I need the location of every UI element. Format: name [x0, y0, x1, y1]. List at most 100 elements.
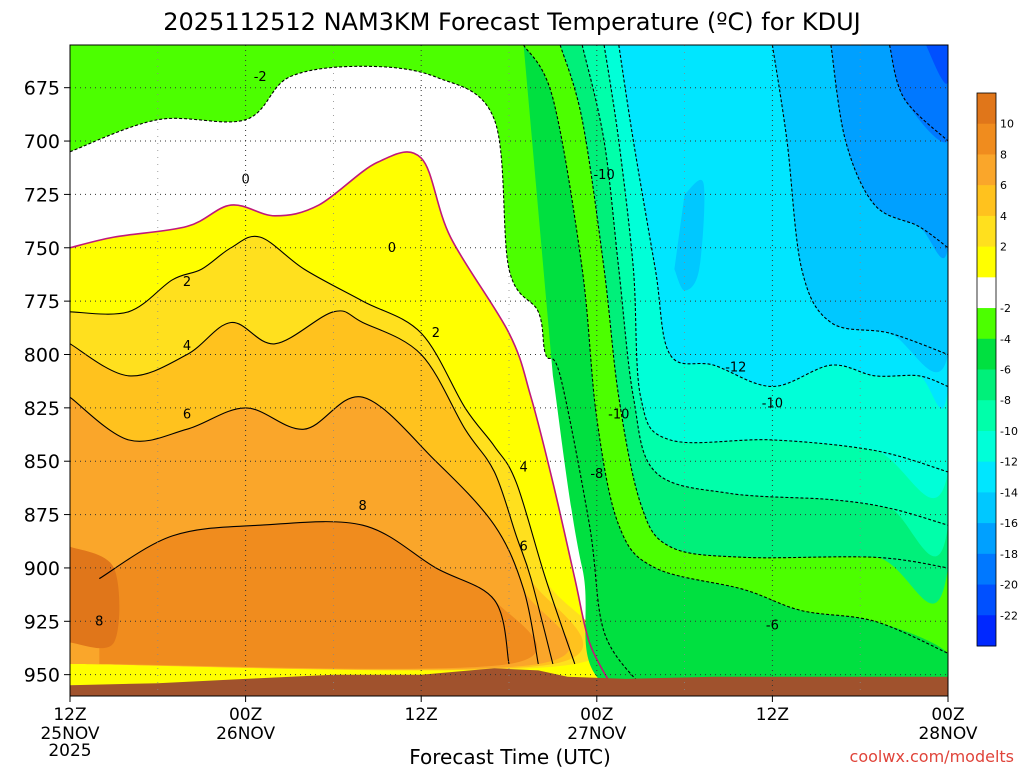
isotherm-line — [70, 65, 642, 686]
colorbar-label: -12 — [1000, 456, 1018, 469]
colorbar-swatch — [977, 584, 996, 616]
x-tick-label: 00Z — [229, 705, 262, 725]
isotherm-line — [771, 45, 948, 356]
contour-label: 6 — [183, 407, 191, 422]
colorbar-label: -20 — [1000, 579, 1018, 592]
x-axis-label: Forecast Time (UTC) — [409, 745, 611, 768]
colorbar-label: -6 — [1000, 364, 1011, 377]
colorbar-label: 4 — [1000, 210, 1007, 223]
y-tick-label: 725 — [24, 184, 60, 206]
contour-label: 2 — [432, 326, 440, 341]
isotherm-line — [70, 310, 554, 665]
colorbar-label: 6 — [1000, 179, 1007, 192]
contour-label: -10 — [762, 397, 783, 412]
colorbar-swatch — [977, 93, 996, 125]
isotherm-line — [581, 45, 948, 526]
contour-label: -10 — [593, 168, 614, 183]
temp-region — [99, 521, 538, 669]
contour-label: -10 — [608, 407, 629, 422]
y-tick-label: 675 — [24, 78, 60, 100]
colorbar-label: -10 — [1000, 425, 1018, 438]
colorbar-swatch — [977, 369, 996, 401]
x-tick-year: 2025 — [48, 741, 91, 761]
colorbar-swatch — [977, 615, 996, 647]
contour-label: -12 — [725, 360, 746, 375]
colorbar-label: -22 — [1000, 609, 1018, 622]
colorbar-swatch — [977, 492, 996, 524]
colorbar-label: 8 — [1000, 148, 1007, 161]
y-tick-label: 925 — [24, 611, 60, 633]
isotherm-line — [559, 45, 948, 569]
x-tick-date: 28NOV — [918, 724, 977, 744]
temp-region — [889, 45, 948, 143]
plot-frame — [69, 44, 949, 697]
contour-label: 4 — [519, 461, 527, 476]
colorbar-swatch — [977, 400, 996, 432]
y-tick-label: 875 — [24, 505, 60, 527]
contour-label: 0 — [388, 241, 396, 256]
isotherm-line — [523, 45, 948, 654]
x-tick-label: 12Z — [53, 705, 86, 725]
colorbar-label: -2 — [1000, 302, 1011, 315]
y-tick-label: 900 — [24, 558, 60, 580]
colorbar-swatch — [977, 154, 996, 186]
y-tick-label: 825 — [24, 398, 60, 420]
x-tick-label: 00Z — [931, 705, 964, 725]
filled-temperature-regions — [70, 45, 948, 696]
colorbar: 10 8 6 4 2 -2 -4 -6 -8 -10 -12 -14 -16 -18 -20 -22 — [976, 92, 1018, 647]
isotherm-line — [70, 235, 576, 665]
colorbar-swatch — [977, 215, 996, 248]
y-tick-label: 800 — [24, 344, 60, 366]
colorbar-label: 2 — [1000, 241, 1007, 254]
x-tick-label: 00Z — [580, 705, 613, 725]
colorbar-swatch — [977, 246, 996, 278]
watermark: coolwx.com/modelts — [850, 747, 1014, 766]
isotherm-line — [603, 45, 948, 473]
y-tick-label: 700 — [24, 131, 60, 153]
colorbar-swatch — [977, 430, 996, 463]
y-tick-label: 950 — [24, 665, 60, 687]
y-tick-label: 850 — [24, 451, 60, 473]
temp-region — [926, 45, 948, 84]
colorbar-frame — [976, 92, 997, 647]
colorbar-swatch — [977, 338, 996, 370]
contour-label: 6 — [519, 540, 527, 555]
colorbar-swatch — [977, 461, 996, 493]
contour-label: -2 — [254, 70, 267, 85]
contour-label: -6 — [766, 619, 779, 634]
colorbar-swatch — [977, 277, 996, 309]
contour-label: 4 — [183, 339, 191, 354]
temp-region — [674, 179, 705, 291]
colorbar-label: 10 — [1000, 118, 1014, 131]
temp-region — [70, 546, 120, 649]
x-tick-date: 26NOV — [216, 724, 275, 744]
contour-label: -8 — [590, 467, 603, 482]
colorbar-label: -4 — [1000, 333, 1011, 346]
colorbar-swatch — [977, 185, 996, 217]
contour-label: 8 — [95, 614, 103, 629]
colorbar-swatch — [977, 553, 996, 586]
colorbar-swatch — [977, 308, 996, 340]
contour-label: 2 — [183, 275, 191, 290]
chart-title: 2025112512 NAM3KM Forecast Temperature (… — [163, 8, 861, 36]
isotherm-line — [830, 45, 948, 249]
isotherm-line — [618, 45, 948, 388]
contour-label: 8 — [359, 499, 367, 514]
isotherm-contours — [70, 45, 948, 686]
x-tick-label: 12Z — [405, 705, 438, 725]
colorbar-label: -16 — [1000, 517, 1018, 530]
colorbar-swatch — [977, 123, 996, 155]
colorbar-label: -8 — [1000, 394, 1011, 407]
y-axis: 675 700 725 750 775 800 825 850 875 900 925 950 — [24, 78, 70, 687]
contour-labels: -2 0 0 2 2 4 6 8 4 6 8 -10 -10 -8 -12 -10 -6 — [95, 70, 783, 634]
colorbar-swatch — [977, 523, 996, 555]
x-tick-label: 12Z — [756, 705, 789, 725]
y-tick-label: 775 — [24, 291, 60, 313]
x-tick-date: 25NOV — [40, 724, 99, 744]
isotherm-line — [888, 45, 948, 142]
isotherm-line — [70, 151, 613, 686]
x-tick-date: 27NOV — [567, 724, 626, 744]
contour-label: 0 — [241, 172, 249, 187]
